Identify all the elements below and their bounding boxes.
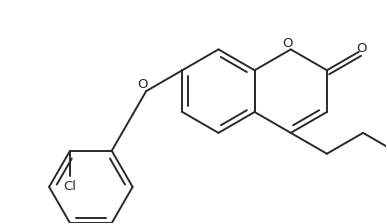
Text: O: O <box>356 42 367 55</box>
Text: O: O <box>283 37 293 50</box>
Text: O: O <box>137 78 147 91</box>
Text: Cl: Cl <box>63 180 77 193</box>
